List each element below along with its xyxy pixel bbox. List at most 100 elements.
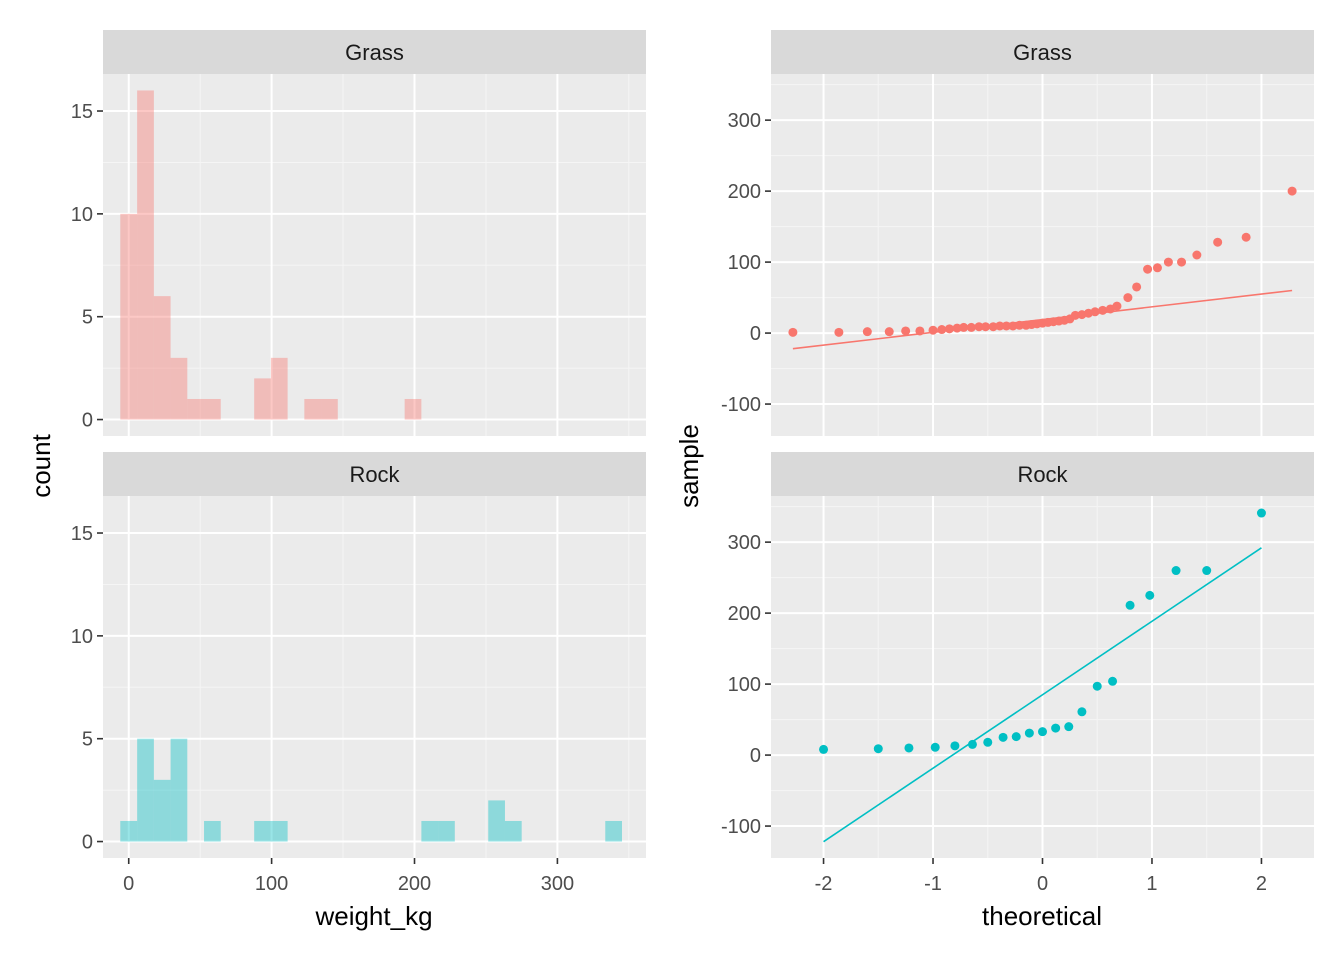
histogram-bar — [170, 738, 188, 842]
qq-point — [1143, 264, 1153, 274]
histogram-bar — [270, 820, 288, 842]
qq-point — [1123, 293, 1133, 303]
qq-point — [981, 322, 991, 332]
qq-point — [1177, 257, 1187, 267]
x-tick-label: 200 — [398, 873, 431, 895]
qq-point — [1077, 707, 1087, 717]
y-tick-label: 200 — [728, 181, 761, 203]
qq-point — [988, 322, 998, 332]
qq-point — [1015, 320, 1025, 330]
histogram-y-axis-title: count — [26, 433, 56, 497]
y-tick-label: 15 — [71, 523, 93, 545]
y-tick-label: 5 — [82, 729, 93, 751]
panel-background — [103, 74, 646, 436]
qq-point — [862, 327, 872, 337]
y-tick-label: 300 — [728, 110, 761, 132]
y-tick-label: 0 — [82, 832, 93, 854]
histogram-x-axis-title: weight_kg — [314, 901, 432, 931]
facet-strip-label: Rock — [1017, 462, 1068, 487]
y-tick-label: -100 — [721, 394, 761, 416]
qq-point — [901, 326, 911, 336]
y-tick-label: 100 — [728, 252, 761, 274]
qq-point — [1070, 310, 1080, 320]
qq-point — [915, 326, 925, 336]
qq-point — [1145, 590, 1155, 600]
y-tick-label: 0 — [750, 745, 761, 767]
qq-point — [1038, 727, 1047, 737]
qq-point — [950, 741, 960, 751]
qq-point — [788, 327, 798, 337]
x-tick-label: 300 — [541, 873, 574, 895]
x-tick-label: 2 — [1256, 873, 1267, 895]
qq-point — [1132, 282, 1142, 292]
facet-grass-histogram: Grass 0 5 10 15 — [71, 30, 646, 436]
facet-strip-label: Rock — [349, 462, 400, 487]
x-tick-label: -1 — [924, 873, 942, 895]
qq-point — [928, 325, 938, 335]
facet-strip — [771, 452, 1314, 496]
qq-point — [966, 322, 976, 332]
qq-point — [1213, 237, 1223, 247]
facet-strip-label: Grass — [1013, 40, 1072, 65]
histogram-bar — [504, 820, 522, 842]
qq-point — [1152, 263, 1162, 273]
x-tick-label: -2 — [815, 873, 833, 895]
histogram-bar — [254, 820, 271, 842]
qq-point — [904, 743, 914, 753]
qq-point — [998, 732, 1008, 742]
qq-point — [884, 327, 894, 337]
facet-strip — [103, 452, 646, 496]
histogram-bar — [321, 398, 338, 420]
facet-strip — [103, 30, 646, 74]
y-tick-label: 15 — [71, 101, 93, 123]
histogram-bar — [153, 779, 171, 842]
qq-point — [1112, 301, 1122, 311]
facet-rock-histogram: Rock 0 5 10 15 0 100 200 300 — [71, 452, 646, 895]
qq-point — [952, 323, 962, 333]
histogram-bar — [304, 398, 322, 420]
qq-point — [967, 739, 977, 749]
qq-point — [1241, 232, 1251, 242]
y-tick-label: 0 — [82, 410, 93, 432]
qq-point — [959, 322, 969, 332]
qq-point — [937, 325, 947, 335]
qq-point — [1287, 186, 1297, 196]
qq-point — [873, 744, 883, 754]
facet-strip — [771, 30, 1314, 74]
qq-point — [1202, 566, 1212, 576]
x-tick-label: 0 — [123, 873, 134, 895]
histogram-bar — [204, 820, 221, 842]
qq-point — [1098, 305, 1108, 315]
histogram-bar — [605, 820, 622, 842]
histogram-bar — [120, 213, 138, 420]
facet-grass-qq: Grass -100 0 100 200 300 — [721, 30, 1314, 436]
histogram-bar — [488, 800, 505, 842]
qq-point — [1064, 722, 1074, 732]
x-tick-label: 0 — [1037, 873, 1048, 895]
qq-point — [995, 321, 1005, 331]
histogram-bar — [270, 357, 288, 420]
histogram-bar — [204, 398, 221, 420]
qq-point — [974, 322, 984, 332]
qq-point — [944, 324, 954, 334]
histogram-bar — [120, 820, 138, 842]
y-tick-label: 0 — [750, 323, 761, 345]
qq-point — [1001, 321, 1011, 331]
qq-point — [1090, 307, 1100, 317]
qq-y-axis-title: sample — [674, 424, 704, 508]
facet-rock-qq: Rock -100 0 100 200 300 -2 -1 0 1 2 — [721, 452, 1314, 895]
facet-strip-label: Grass — [345, 40, 404, 65]
qq-point — [1008, 321, 1018, 331]
histogram-bar — [438, 820, 455, 842]
histogram-bar — [421, 820, 439, 842]
x-tick-label: 1 — [1146, 873, 1157, 895]
y-tick-label: 100 — [728, 674, 761, 696]
y-tick-label: 5 — [82, 307, 93, 329]
qq-point — [1256, 508, 1266, 518]
qq-point — [1011, 732, 1021, 742]
y-tick-label: 10 — [71, 626, 93, 648]
y-tick-label: 200 — [728, 603, 761, 625]
qq-point — [1024, 728, 1034, 738]
